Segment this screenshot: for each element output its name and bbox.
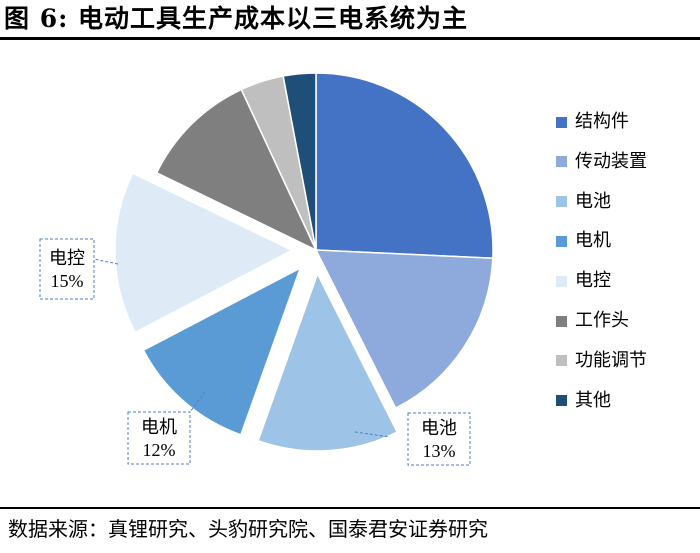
legend-label: 其他 bbox=[575, 389, 611, 411]
legend-swatch bbox=[556, 355, 567, 367]
figure-source: 数据来源：真锂研究、头豹研究院、国泰君安证券研究 bbox=[8, 517, 488, 541]
figure-title: 图 6: 电动工具生产成本以三电系统为主 bbox=[4, 4, 469, 33]
pie-slice-结构件 bbox=[315, 72, 494, 260]
legend-label: 传动装置 bbox=[575, 150, 647, 172]
legend-label: 电控 bbox=[575, 270, 611, 292]
title-rule bbox=[0, 37, 700, 40]
data-label-box-电控 bbox=[39, 238, 95, 300]
legend-label: 工作头 bbox=[575, 310, 629, 331]
legend-swatch bbox=[556, 315, 567, 327]
legend-swatch bbox=[556, 156, 567, 168]
legend-swatch bbox=[556, 235, 567, 247]
legend-swatch bbox=[556, 196, 567, 208]
data-label-value-电控: 15% bbox=[51, 271, 84, 291]
legend-label: 结构件 bbox=[575, 111, 629, 132]
pie-slice-其他 bbox=[282, 72, 317, 251]
legend-label: 功能调节 bbox=[575, 349, 647, 371]
legend-item-功能调节: 功能调节 bbox=[556, 349, 647, 373]
data-label-category-电机: 电机 bbox=[141, 417, 177, 438]
leader-line-电池 bbox=[354, 431, 391, 438]
pie-slice-传动装置 bbox=[314, 249, 494, 410]
legend-label: 电池 bbox=[575, 190, 611, 212]
legend-label: 电机 bbox=[575, 230, 611, 252]
pie-slice-电机 bbox=[142, 266, 302, 436]
data-label-box-电机 bbox=[127, 411, 191, 465]
leader-line-电机 bbox=[189, 391, 206, 413]
legend-swatch bbox=[556, 116, 567, 128]
leader-line-电控 bbox=[93, 258, 119, 265]
pie-slice-工作头 bbox=[155, 88, 318, 252]
data-label-box-电池 bbox=[407, 412, 471, 466]
pie-slice-电控 bbox=[114, 172, 294, 334]
legend-item-工作头: 工作头 bbox=[556, 309, 629, 333]
data-label-value-电池: 13% bbox=[423, 441, 456, 461]
data-label-value-电机: 12% bbox=[143, 440, 176, 460]
legend-item-传动装置: 传动装置 bbox=[556, 150, 647, 174]
data-label-category-电控: 电控 bbox=[49, 248, 85, 269]
source-rule bbox=[0, 507, 700, 509]
pie-slice-电池 bbox=[257, 272, 399, 452]
legend-item-结构件: 结构件 bbox=[556, 110, 629, 134]
legend-item-其他: 其他 bbox=[556, 389, 611, 413]
legend-item-电机: 电机 bbox=[556, 229, 611, 253]
legend-swatch bbox=[556, 395, 567, 407]
legend-item-电控: 电控 bbox=[556, 269, 611, 293]
data-label-category-电池: 电池 bbox=[421, 418, 457, 439]
legend-swatch bbox=[556, 275, 567, 287]
legend-item-电池: 电池 bbox=[556, 190, 611, 214]
